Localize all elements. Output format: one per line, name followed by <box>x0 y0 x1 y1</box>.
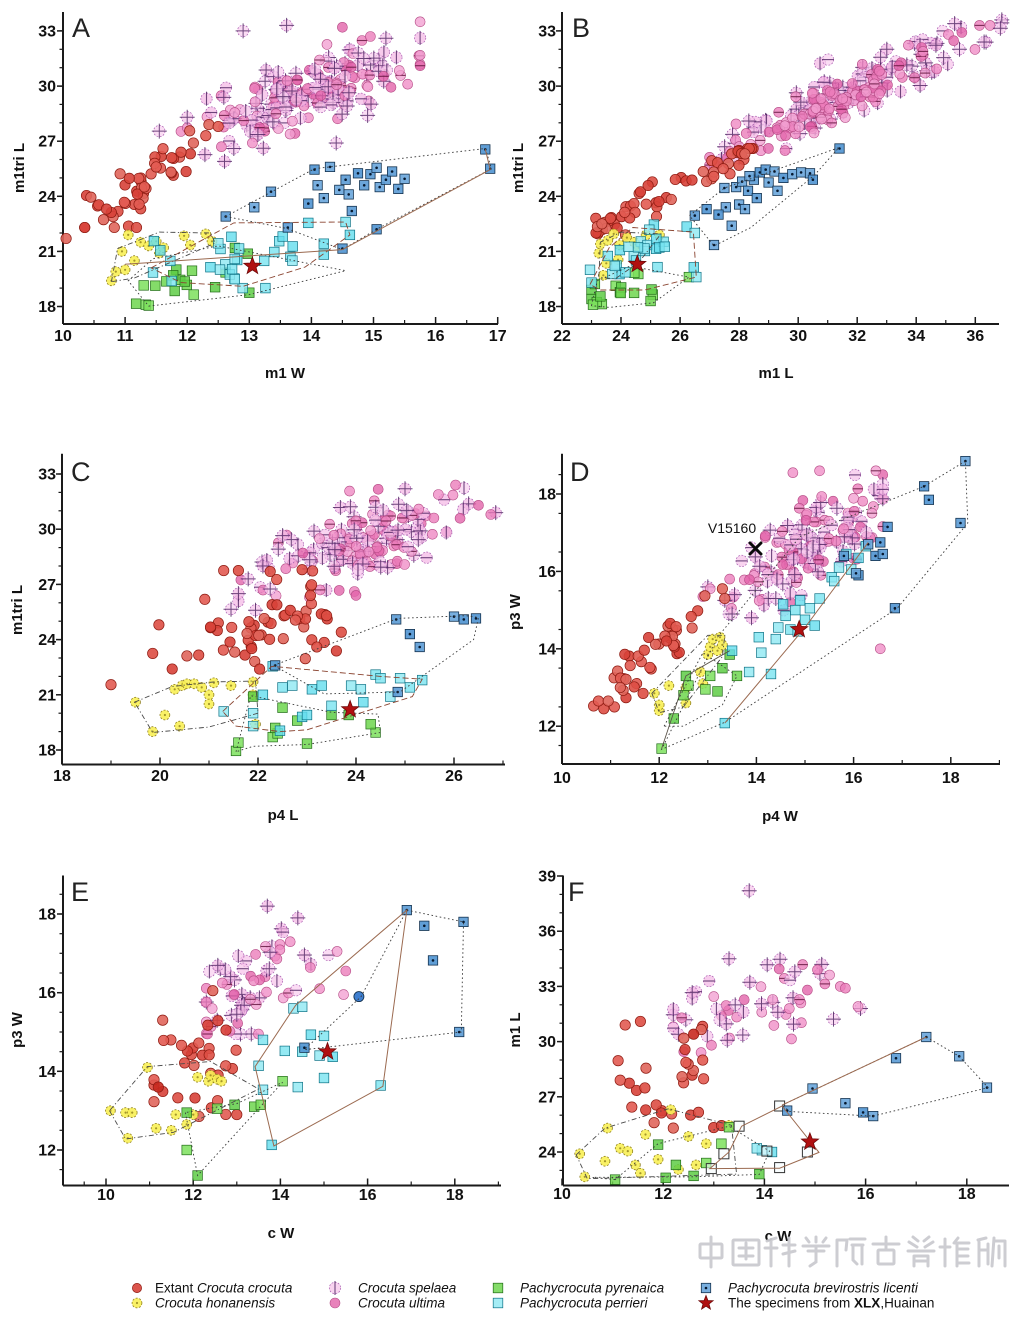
svg-text:p3 W: p3 W <box>507 593 524 630</box>
svg-text:24: 24 <box>38 189 56 206</box>
svg-text:18: 18 <box>538 487 556 504</box>
svg-text:The specimens from XLX,Huainan: The specimens from XLX,Huainan <box>728 1296 934 1311</box>
svg-text:18: 18 <box>942 770 960 787</box>
svg-text:Crocuta spelaea: Crocuta spelaea <box>358 1281 457 1296</box>
svg-text:13: 13 <box>240 328 258 345</box>
svg-text:Pachycrocuta perrieri: Pachycrocuta perrieri <box>520 1296 649 1311</box>
svg-text:33: 33 <box>538 979 556 996</box>
svg-text:28: 28 <box>730 328 748 345</box>
svg-text:27: 27 <box>538 1089 556 1106</box>
svg-text:m1 W: m1 W <box>265 365 306 382</box>
svg-text:24: 24 <box>612 328 630 345</box>
svg-text:14: 14 <box>272 1187 290 1204</box>
svg-text:27: 27 <box>38 577 56 594</box>
svg-text:24: 24 <box>347 768 365 785</box>
svg-text:24: 24 <box>38 632 56 649</box>
svg-text:B: B <box>572 13 590 43</box>
svg-text:m1tri L: m1tri L <box>9 585 26 635</box>
svg-text:14: 14 <box>748 770 766 787</box>
svg-text:22: 22 <box>249 768 267 785</box>
svg-text:18: 18 <box>538 299 556 316</box>
svg-text:30: 30 <box>38 522 56 539</box>
svg-text:14: 14 <box>38 1064 56 1081</box>
svg-text:V15160: V15160 <box>708 520 756 536</box>
svg-text:15: 15 <box>365 328 383 345</box>
svg-text:12: 12 <box>654 1186 672 1203</box>
svg-text:14: 14 <box>538 641 556 658</box>
svg-text:p4 L: p4 L <box>268 807 299 824</box>
svg-text:12: 12 <box>38 1143 56 1160</box>
svg-text:10: 10 <box>553 1186 571 1203</box>
svg-text:Crocuta ultima: Crocuta ultima <box>358 1296 446 1311</box>
svg-text:E: E <box>71 877 89 907</box>
svg-text:m1tri L: m1tri L <box>11 143 28 193</box>
svg-text:27: 27 <box>538 134 556 151</box>
svg-text:m1 L: m1 L <box>758 365 793 382</box>
svg-text:30: 30 <box>538 79 556 96</box>
svg-text:18: 18 <box>38 907 56 924</box>
svg-text:C: C <box>71 457 91 487</box>
svg-text:34: 34 <box>907 328 925 345</box>
svg-text:12: 12 <box>184 1187 202 1204</box>
svg-text:18: 18 <box>53 768 71 785</box>
svg-text:16: 16 <box>359 1187 377 1204</box>
svg-text:p3 W: p3 W <box>9 1011 26 1048</box>
svg-text:m1 L: m1 L <box>507 1012 524 1047</box>
svg-text:24: 24 <box>538 189 556 206</box>
svg-text:14: 14 <box>303 328 321 345</box>
svg-text:m1tri L: m1tri L <box>510 143 527 193</box>
svg-text:c W: c W <box>268 1225 296 1242</box>
svg-text:p4 W: p4 W <box>762 808 799 825</box>
svg-text:26: 26 <box>671 328 689 345</box>
svg-text:18: 18 <box>38 299 56 316</box>
svg-text:F: F <box>568 877 585 907</box>
svg-text:33: 33 <box>538 23 556 40</box>
svg-text:12: 12 <box>178 328 196 345</box>
svg-text:11: 11 <box>117 328 134 345</box>
svg-text:26: 26 <box>445 768 463 785</box>
svg-text:18: 18 <box>958 1186 976 1203</box>
svg-text:33: 33 <box>38 467 56 484</box>
svg-text:24: 24 <box>538 1145 556 1162</box>
svg-text:16: 16 <box>845 770 863 787</box>
svg-text:Pachycrocuta pyrenaica: Pachycrocuta pyrenaica <box>520 1281 665 1296</box>
svg-text:16: 16 <box>427 328 445 345</box>
svg-text:16: 16 <box>857 1186 875 1203</box>
svg-text:Extant Crocuta crocuta: Extant Crocuta crocuta <box>155 1281 293 1296</box>
svg-text:18: 18 <box>446 1187 464 1204</box>
svg-text:33: 33 <box>38 23 56 40</box>
svg-text:14: 14 <box>756 1186 774 1203</box>
svg-text:D: D <box>570 457 590 487</box>
svg-text:36: 36 <box>538 924 556 941</box>
svg-text:16: 16 <box>38 985 56 1002</box>
svg-text:20: 20 <box>151 768 169 785</box>
svg-text:10: 10 <box>553 770 571 787</box>
svg-text:32: 32 <box>848 328 866 345</box>
svg-text:21: 21 <box>38 244 56 261</box>
svg-text:27: 27 <box>38 134 56 151</box>
svg-text:Crocuta honanensis: Crocuta honanensis <box>155 1296 275 1311</box>
svg-text:21: 21 <box>38 687 56 704</box>
svg-text:A: A <box>72 13 90 43</box>
svg-text:12: 12 <box>538 719 556 736</box>
svg-text:12: 12 <box>650 770 668 787</box>
svg-text:16: 16 <box>538 564 556 581</box>
svg-text:30: 30 <box>38 79 56 96</box>
svg-text:18: 18 <box>38 743 56 760</box>
svg-text:Pachycrocuta brevirostris lice: Pachycrocuta brevirostris licenti <box>728 1281 919 1296</box>
svg-text:22: 22 <box>553 328 571 345</box>
svg-text:39: 39 <box>538 869 556 886</box>
svg-text:30: 30 <box>538 1034 556 1051</box>
svg-text:17: 17 <box>489 328 507 345</box>
svg-text:10: 10 <box>97 1187 115 1204</box>
svg-text:36: 36 <box>966 328 984 345</box>
svg-text:21: 21 <box>538 244 556 261</box>
svg-text:10: 10 <box>54 328 72 345</box>
svg-text:30: 30 <box>789 328 807 345</box>
